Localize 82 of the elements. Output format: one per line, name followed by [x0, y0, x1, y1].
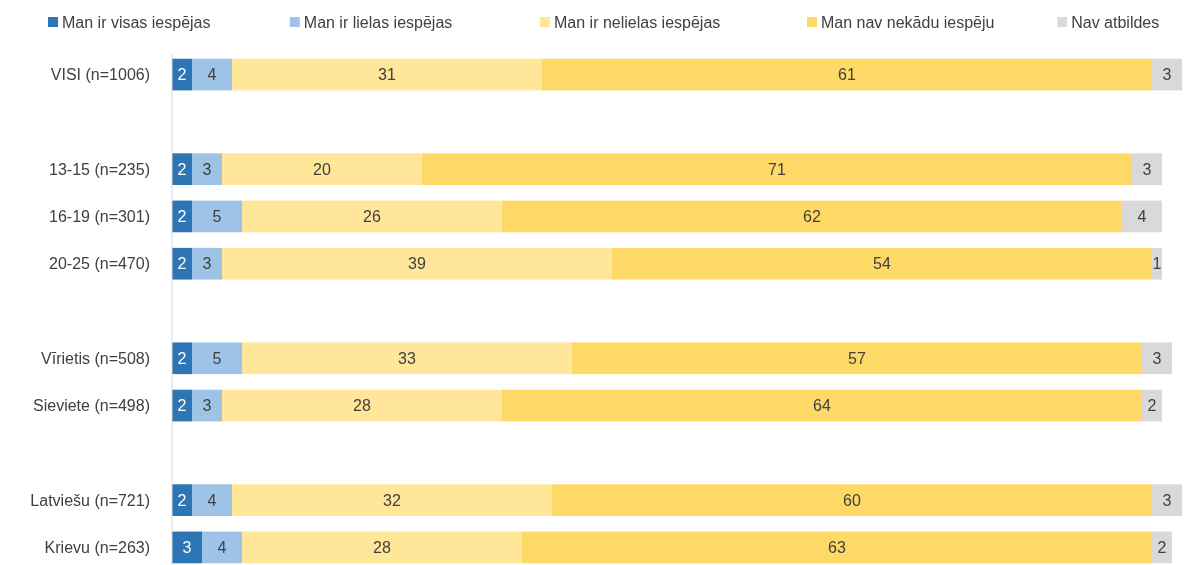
- data-label: 4: [207, 66, 217, 84]
- data-label: 54: [873, 255, 891, 273]
- bar: [1132, 153, 1162, 185]
- data-label: 3: [1162, 66, 1172, 84]
- data-label: 1: [1152, 255, 1162, 273]
- bar: [502, 200, 1122, 233]
- data-label: 3: [202, 160, 212, 178]
- data-label: 2: [177, 397, 187, 415]
- data-label: 32: [383, 491, 401, 509]
- bar: [1152, 58, 1182, 91]
- data-label: 2: [1147, 397, 1157, 415]
- bar: [192, 389, 222, 422]
- data-label: 31: [378, 66, 396, 84]
- data-label: 20: [313, 160, 331, 178]
- y-tick-label: Sieviete (n=498): [33, 397, 150, 415]
- data-label: 62: [803, 208, 821, 226]
- data-label: 63: [828, 539, 846, 557]
- bar: [1122, 200, 1162, 233]
- bar: [552, 484, 1152, 516]
- data-label: 4: [1137, 208, 1147, 226]
- data-label: 3: [1142, 160, 1152, 178]
- y-tick-label: Latviešu (n=721): [30, 491, 150, 509]
- data-label: 33: [398, 349, 416, 367]
- data-label: 3: [202, 255, 212, 273]
- y-tick-label: 20-25 (n=470): [49, 255, 150, 273]
- bar: [192, 484, 232, 516]
- legend-label: Man ir nelielas iespējas: [554, 13, 721, 31]
- data-label: 2: [177, 208, 187, 226]
- legend-label: Man nav nekādu iespēju: [821, 13, 995, 31]
- data-label: 2: [177, 160, 187, 178]
- legend-label: Nav atbildes: [1071, 13, 1160, 31]
- bar: [242, 342, 572, 375]
- data-label: 60: [843, 491, 861, 509]
- data-label: 3: [1162, 491, 1172, 509]
- bar: [222, 389, 502, 422]
- data-label: 2: [177, 491, 187, 509]
- bar: [612, 247, 1152, 280]
- bar: [222, 153, 422, 185]
- bar: [422, 153, 1132, 185]
- data-label: 28: [373, 539, 391, 557]
- data-label: 28: [353, 397, 371, 415]
- bar: [232, 58, 542, 91]
- bar: [522, 531, 1152, 564]
- y-tick-label: 13-15 (n=235): [49, 160, 150, 178]
- data-label: 4: [217, 539, 227, 557]
- bar: [572, 342, 1142, 375]
- data-label: 2: [177, 255, 187, 273]
- data-label: 2: [177, 349, 187, 367]
- data-label: 57: [848, 349, 866, 367]
- data-label: 4: [207, 491, 217, 509]
- bar: [202, 531, 242, 564]
- bar: [542, 58, 1152, 91]
- bar: [1152, 484, 1182, 516]
- legend-label: Man ir lielas iespējas: [303, 13, 453, 31]
- bar: [242, 531, 522, 564]
- y-tick-label: Vīrietis (n=508): [41, 349, 150, 367]
- data-label: 64: [813, 397, 831, 415]
- bar: [242, 200, 502, 233]
- y-tick-label: VISI (n=1006): [50, 66, 150, 84]
- bar: [192, 342, 242, 375]
- bar: [192, 58, 232, 91]
- data-label: 3: [182, 539, 192, 557]
- y-tick-label: 16-19 (n=301): [49, 208, 150, 226]
- legend-label: Man ir visas iespējas: [62, 13, 211, 31]
- data-label: 3: [202, 397, 212, 415]
- bar: [192, 153, 222, 185]
- bar: [192, 247, 222, 280]
- data-label: 2: [177, 66, 187, 84]
- bar: [502, 389, 1142, 422]
- y-tick-label: Krievu (n=263): [44, 539, 150, 557]
- bar: [1142, 342, 1172, 375]
- data-label: 2: [1157, 539, 1167, 557]
- bar: [192, 200, 242, 233]
- data-label: 5: [212, 208, 222, 226]
- bar: [232, 484, 552, 516]
- data-label: 71: [768, 160, 786, 178]
- data-label: 26: [363, 208, 381, 226]
- data-label: 3: [1152, 349, 1162, 367]
- data-label: 61: [838, 66, 856, 84]
- bar: [222, 247, 612, 280]
- data-label: 5: [212, 349, 222, 367]
- data-label: 39: [408, 255, 426, 273]
